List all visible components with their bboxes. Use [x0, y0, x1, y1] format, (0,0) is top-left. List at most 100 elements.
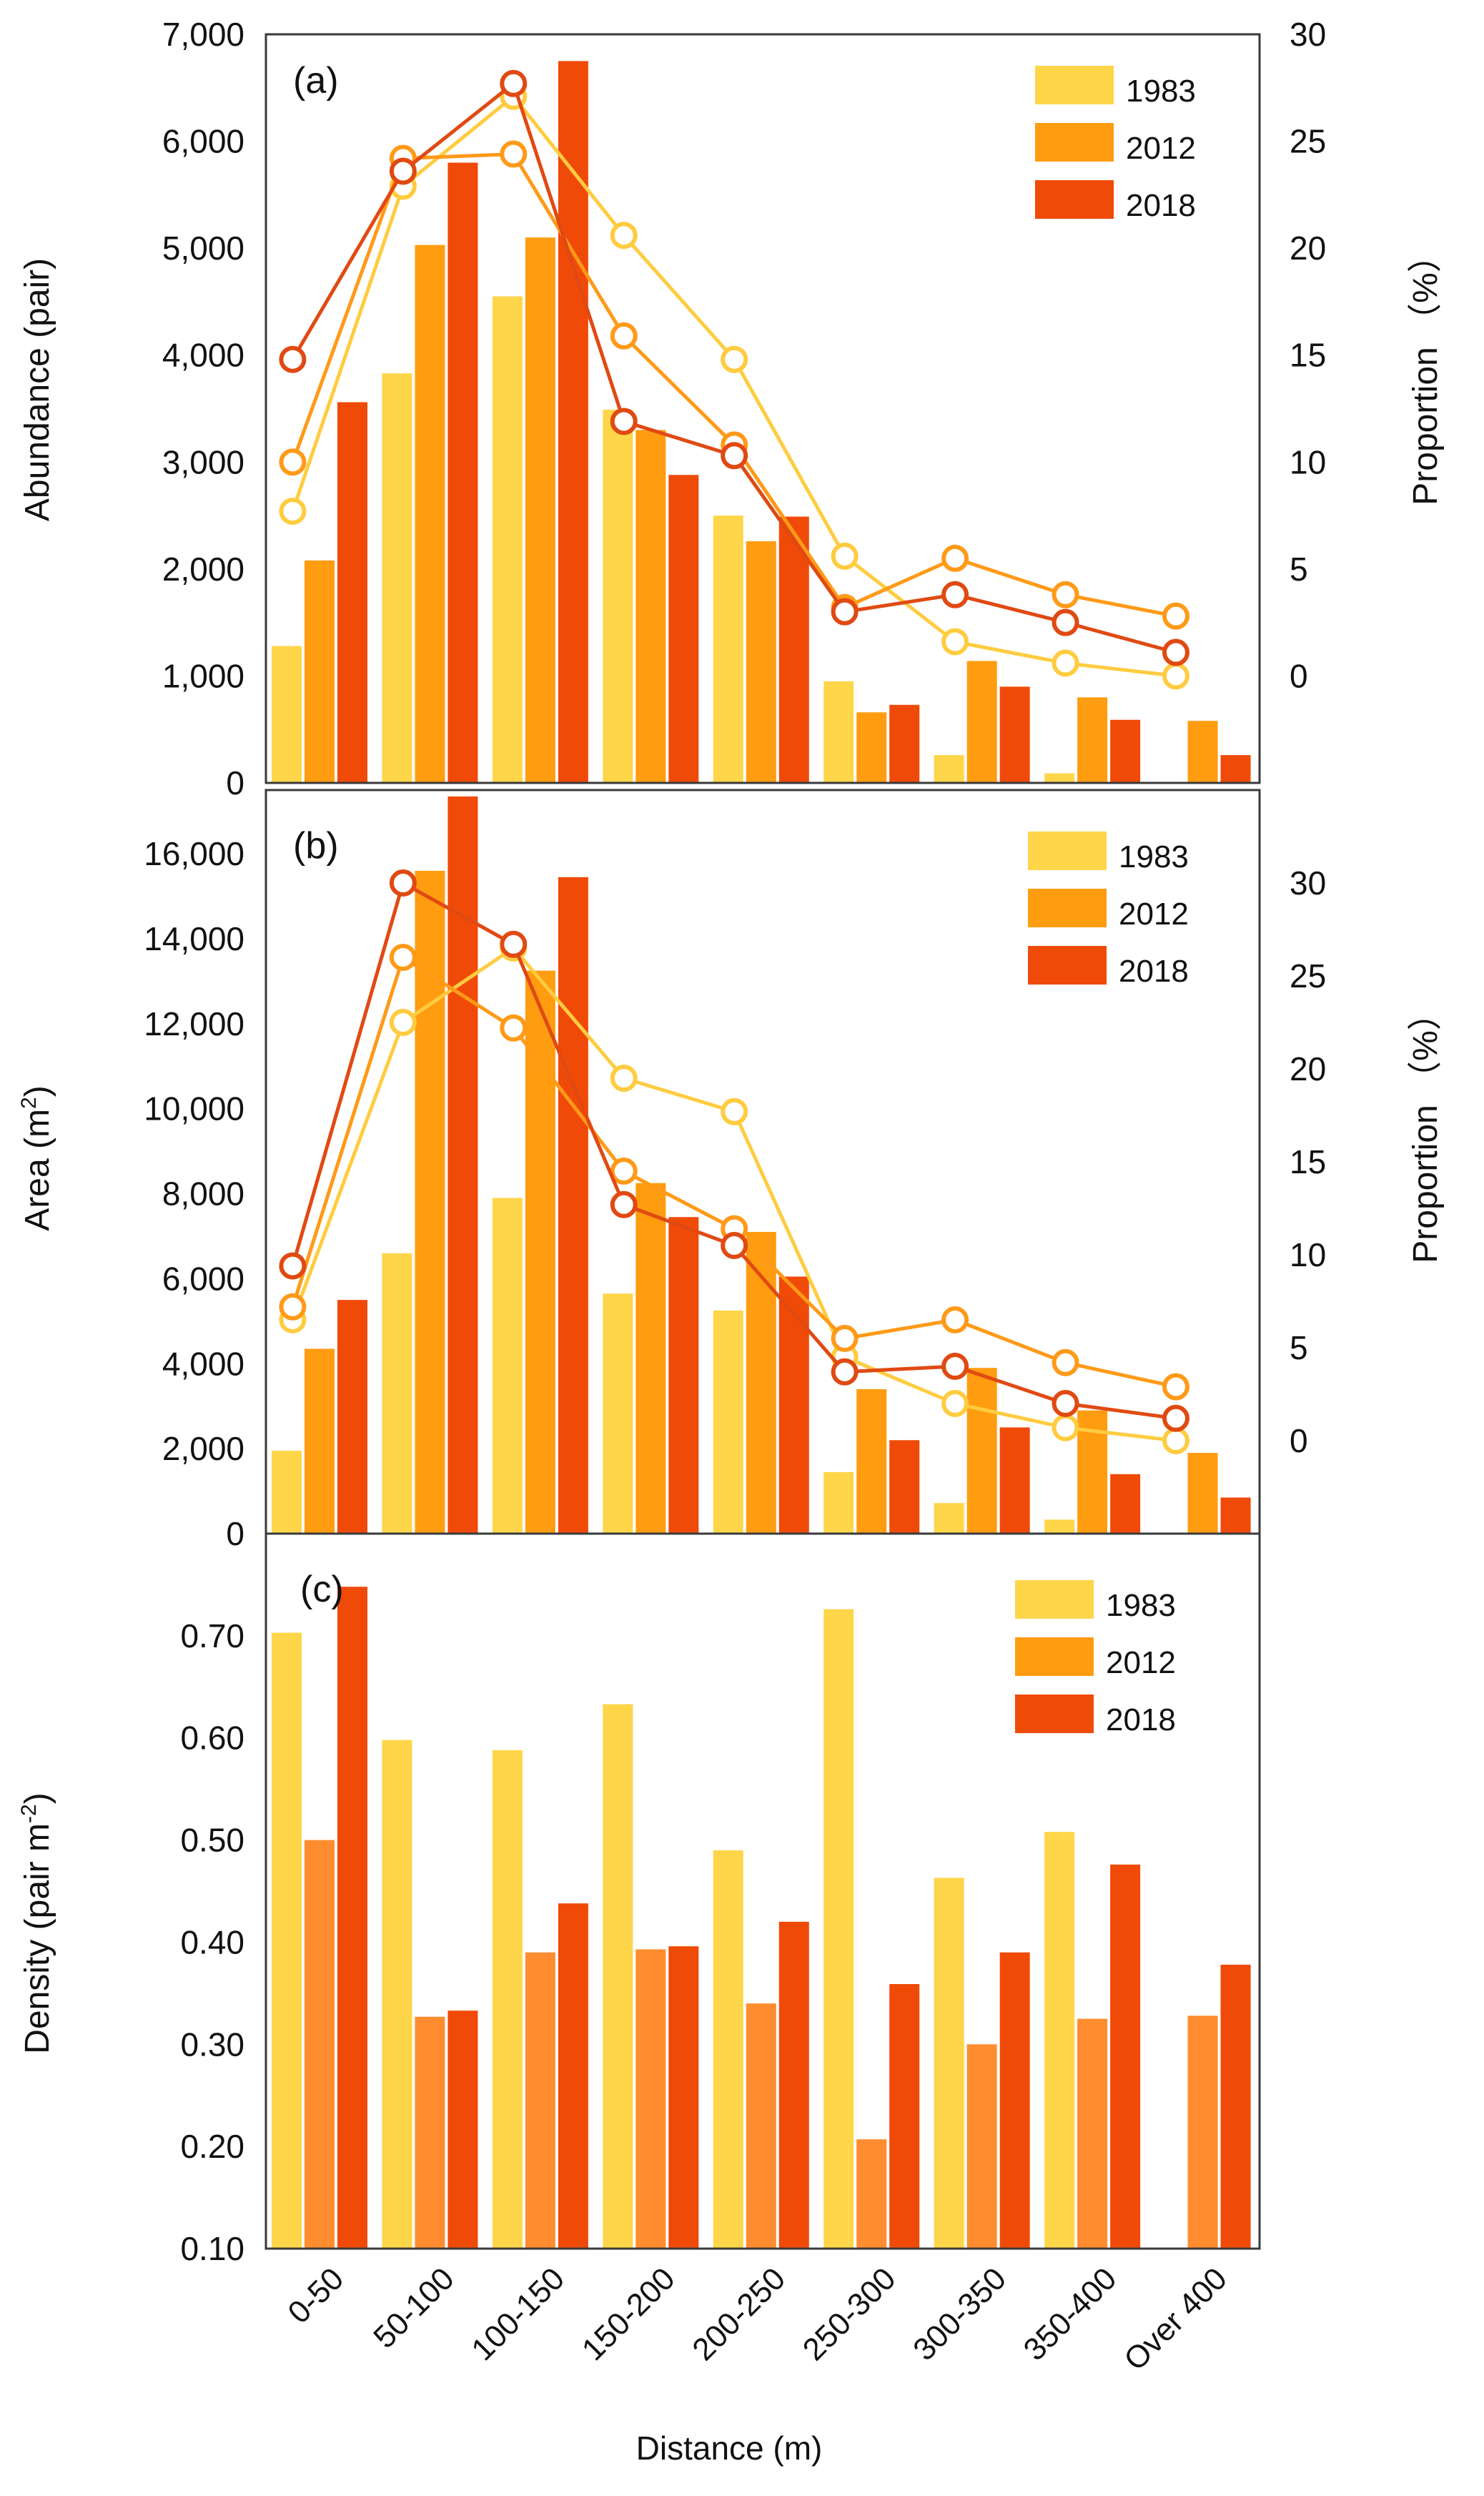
bar-2012-200-250 — [746, 1232, 776, 1534]
bar-1983-350-400 — [1044, 1519, 1075, 1534]
proportion-marker-2012-150-200 — [610, 322, 638, 350]
legend-swatch-1983-b — [1028, 832, 1107, 870]
proportion-marker-1983-50-100 — [389, 1009, 417, 1036]
bar-2018-300-350 — [999, 1952, 1030, 2249]
y-tick-label: 0.40 — [180, 1923, 244, 1960]
bar-2018-200-250 — [778, 1276, 809, 1534]
bar-2012-100-150 — [525, 1952, 555, 2249]
proportion-marker-1983-300-350 — [941, 1390, 969, 1417]
bar-1983-350-400 — [1044, 773, 1075, 783]
bar-2018-150-200 — [668, 1217, 699, 1534]
bar-2018-350-400 — [1110, 1864, 1141, 2249]
legend-a: 1983 2012 2018 — [1035, 66, 1196, 223]
y-tick-label: 5,000 — [162, 230, 244, 267]
legend-label-2018-a: 2018 — [1126, 188, 1196, 223]
proportion-marker-1983-250-300 — [831, 542, 859, 570]
y2-tick-label: 25 — [1290, 957, 1326, 995]
proportion-marker-2018-50-100 — [389, 869, 417, 897]
y-tick-label: 6,000 — [162, 123, 244, 160]
bar-2018-350-400 — [1110, 1474, 1141, 1534]
bar-1983-350-400 — [1044, 1832, 1075, 2249]
proportion-marker-2018-150-200 — [610, 408, 638, 435]
proportion-marker-2012-Over 400 — [1162, 1373, 1189, 1401]
bar-2018-0-50 — [337, 1300, 367, 1534]
bar-1983-300-350 — [934, 755, 964, 783]
proportion-marker-2012-150-200 — [610, 1158, 638, 1185]
bar-2012-250-300 — [856, 2139, 887, 2249]
bar-2018-100-150 — [558, 1903, 588, 2249]
proportion-marker-1983-300-350 — [941, 628, 969, 656]
bar-2018-350-400 — [1110, 719, 1141, 783]
proportion-marker-1983-350-400 — [1052, 1414, 1079, 1441]
bar-2012-350-400 — [1077, 697, 1108, 783]
y2-tick-label: 25 — [1290, 123, 1326, 160]
bar-2012-300-350 — [966, 1368, 997, 1534]
bar-1983-200-250 — [713, 1311, 743, 1534]
y-tick-label: 4,000 — [162, 1345, 244, 1382]
proportion-marker-2012-300-350 — [941, 1306, 969, 1333]
proportion-marker-2012-0-50 — [279, 448, 307, 476]
y-tick-label: 16,000 — [144, 835, 244, 872]
legend-swatch-2018-a — [1035, 180, 1114, 219]
y2-tick-label: 10 — [1290, 1236, 1326, 1273]
proportion-marker-2018-100-150 — [500, 69, 528, 97]
y2-tick-label: 20 — [1290, 230, 1326, 267]
y-tick-label: 6,000 — [162, 1260, 244, 1297]
panel-c: 0.10 0.20 0.30 0.40 0.50 0.60 0.70 (c) Density… — [17, 1532, 1261, 2267]
y-tick-label: 8,000 — [162, 1175, 244, 1213]
y-tick-label: 14,000 — [144, 920, 244, 957]
bar-2018-150-200 — [668, 1946, 699, 2249]
bar-1983-100-150 — [492, 1750, 523, 2249]
legend-label-1983-b: 1983 — [1119, 839, 1189, 874]
y2-tick-label: 15 — [1290, 1143, 1326, 1180]
y-tick-label: 0 — [226, 764, 244, 801]
bar-2018-50-100 — [447, 2011, 478, 2249]
proportion-marker-2012-350-400 — [1052, 581, 1079, 608]
bar-1983-50-100 — [382, 1253, 412, 1534]
bar-1983-150-200 — [603, 1293, 633, 1534]
legend-label-1983-a: 1983 — [1126, 74, 1196, 109]
proportion-marker-2018-200-250 — [721, 442, 748, 470]
y2-tick-label: 5 — [1290, 551, 1308, 588]
y-axis-label-a: Abundance (pair) — [19, 258, 56, 521]
y-tick-label: 12,000 — [144, 1005, 244, 1042]
legend-label-2012-b: 2012 — [1119, 897, 1189, 932]
legend-label-2012-c: 2012 — [1106, 1645, 1176, 1680]
legend-c: 1983 2012 2018 — [1015, 1580, 1176, 1737]
y-tick-label: 3,000 — [162, 443, 244, 480]
bar-1983-300-350 — [934, 1878, 964, 2249]
panel-label-a: (a) — [293, 60, 339, 102]
proportion-marker-2012-Over 400 — [1162, 602, 1189, 630]
y-tick-label: 0.30 — [180, 2026, 244, 2063]
proportion-lines-b — [279, 869, 1189, 1454]
proportion-marker-1983-Over 400 — [1162, 1427, 1189, 1454]
bar-1983-100-150 — [492, 1198, 523, 1534]
proportion-marker-2012-50-100 — [389, 944, 417, 971]
proportion-marker-2012-250-300 — [831, 1325, 859, 1352]
bar-2018-300-350 — [999, 686, 1030, 783]
proportion-marker-2018-0-50 — [279, 345, 307, 373]
y-axis-label-c-sup: -2 — [17, 1804, 41, 1823]
bar-2012-Over 400 — [1187, 1453, 1218, 1534]
bar-1983-150-200 — [603, 1704, 633, 2249]
y-axis-label-c-end: ) — [19, 1792, 56, 1804]
bar-2012-Over 400 — [1187, 721, 1218, 783]
y-tick-label: 4,000 — [162, 337, 244, 374]
bar-2012-100-150 — [525, 237, 555, 784]
bars-b — [272, 796, 1251, 1534]
y-tick-label: 2,000 — [162, 551, 244, 588]
bar-2018-0-50 — [337, 1587, 367, 2249]
proportion-marker-2018-250-300 — [831, 598, 859, 626]
panel-label-c: (c) — [300, 1569, 344, 1610]
bar-1983-0-50 — [272, 1451, 302, 1534]
bar-2012-150-200 — [635, 1949, 666, 2249]
bar-2012-Over 400 — [1187, 2016, 1218, 2249]
bar-2018-250-300 — [889, 1984, 920, 2249]
proportion-marker-2018-Over 400 — [1162, 638, 1189, 666]
bar-2012-250-300 — [856, 712, 887, 783]
bar-2012-50-100 — [415, 245, 445, 783]
proportion-marker-2018-350-400 — [1052, 1390, 1079, 1417]
bar-2012-50-100 — [415, 870, 445, 1534]
bar-2018-200-250 — [778, 516, 809, 783]
bar-2018-300-350 — [999, 1427, 1030, 1534]
